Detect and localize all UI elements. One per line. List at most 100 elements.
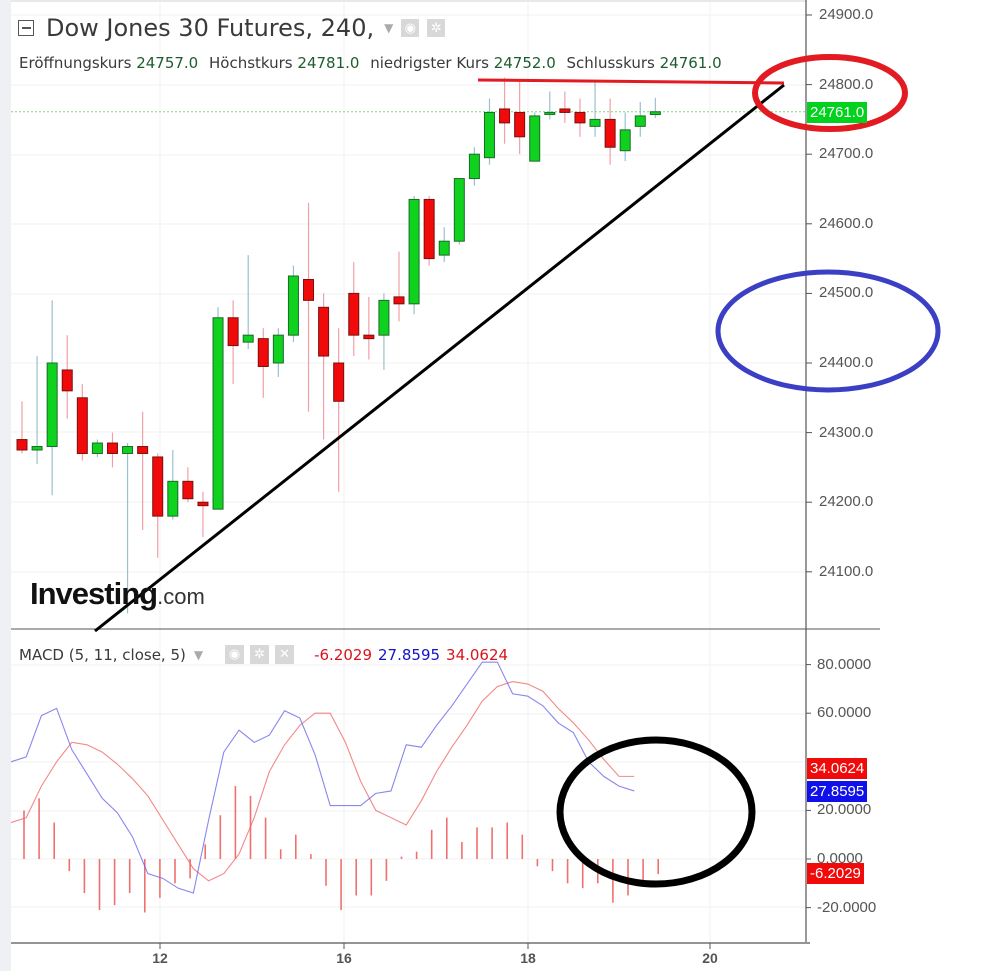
close-value: 24761.0 <box>659 54 722 72</box>
candle <box>453 178 465 242</box>
price-tick-label: 24500.0 <box>819 284 874 302</box>
candle <box>423 198 435 260</box>
gear-icon[interactable]: ✲ <box>250 645 270 664</box>
open-value: 24757.0 <box>136 54 199 72</box>
candle <box>242 334 254 343</box>
candle <box>483 111 495 159</box>
price-tick-label: 24100.0 <box>819 562 874 580</box>
candle <box>468 153 480 180</box>
eye-icon[interactable]: ◉ <box>401 19 420 37</box>
candle <box>529 115 541 162</box>
candle <box>408 198 420 305</box>
candle <box>76 397 88 454</box>
close-label: Schlusskurs <box>566 54 655 72</box>
macd-signal-value: 34.0624 <box>446 645 509 664</box>
candle <box>333 362 345 402</box>
candle <box>604 118 616 148</box>
candle <box>91 442 103 454</box>
chart-title-row: Dow Jones 30 Futures, 240, ▼ ◉ ✲ <box>18 14 446 42</box>
left-toolbar-strip <box>0 0 11 971</box>
candle <box>619 129 631 152</box>
candle <box>152 456 164 517</box>
macd-hist-tag: -6.2029 <box>807 863 864 884</box>
candle <box>589 118 601 127</box>
investing-watermark: Investing.com <box>30 576 205 612</box>
macd-tick-label: -20.0000 <box>817 898 877 916</box>
macd-signal-tag: 34.0624 <box>807 758 868 779</box>
candle <box>559 108 571 113</box>
candle <box>393 296 405 305</box>
candle <box>227 317 239 347</box>
dropdown-chevron-icon[interactable]: ▼ <box>384 21 394 35</box>
candle <box>137 446 149 454</box>
price-tick-label: 24700.0 <box>819 145 874 163</box>
high-label: Höchstkurs <box>209 54 293 72</box>
time-tick-label: 18 <box>520 950 536 966</box>
chart-title: Dow Jones 30 Futures, 240, <box>46 14 375 42</box>
resistance-line <box>477 78 785 85</box>
candle <box>303 278 315 301</box>
macd-line-tag: 27.8595 <box>807 781 868 802</box>
candle <box>272 334 284 364</box>
price-tick-label: 24900.0 <box>819 6 874 23</box>
candle <box>167 480 179 517</box>
candle <box>46 362 58 448</box>
collapse-icon[interactable] <box>18 20 34 36</box>
trendline <box>94 83 785 633</box>
candle <box>31 446 43 451</box>
candle <box>182 480 194 500</box>
candle <box>514 111 526 138</box>
price-tick-label: 24400.0 <box>819 354 874 371</box>
candle <box>649 111 661 116</box>
time-tick-label: 12 <box>152 950 168 966</box>
macd-legend: MACD (5, 11, close, 5) ▼ ◉ ✲ ✕ -6.2029 2… <box>19 645 508 664</box>
low-value: 24752.0 <box>493 54 556 72</box>
candle <box>363 334 375 340</box>
open-label: Eröffnungskurs <box>19 54 132 72</box>
candle <box>348 292 360 336</box>
macd-tick-label: 60.0000 <box>817 704 872 722</box>
blue-ellipse-annotation <box>715 269 941 393</box>
low-label: niedrigster Kurs <box>370 54 489 72</box>
close-icon[interactable]: ✕ <box>275 645 295 664</box>
candle <box>287 275 299 336</box>
macd-tick-label: 80.0000 <box>817 655 872 673</box>
ohlc-legend: Eröffnungskurs 24757.0 Höchstkurs 24781.… <box>19 54 728 72</box>
candle <box>634 115 646 127</box>
macd-tick-label: 0.0000 <box>817 850 863 867</box>
candle <box>499 108 511 124</box>
gear-icon[interactable]: ✲ <box>427 19 446 37</box>
macd-line-value: 27.8595 <box>378 645 441 664</box>
current-price-tag: 24761.0 <box>807 102 868 123</box>
time-tick-label: 16 <box>336 950 352 966</box>
watermark-suffix: .com <box>157 584 205 609</box>
candle <box>318 306 330 357</box>
candle <box>61 369 73 392</box>
candle <box>212 317 224 510</box>
macd-tick-label: 20.0000 <box>817 801 872 819</box>
eye-icon[interactable]: ◉ <box>225 645 245 664</box>
dropdown-chevron-icon[interactable]: ▼ <box>193 647 204 662</box>
high-value: 24781.0 <box>297 54 360 72</box>
price-tick-label: 24200.0 <box>819 493 874 511</box>
time-tick-label: 20 <box>702 950 718 966</box>
red-ellipse-annotation <box>752 54 908 132</box>
watermark-brand: Investing <box>30 576 158 611</box>
macd-line <box>10 661 635 894</box>
candle <box>574 111 586 124</box>
price-tick-label: 24300.0 <box>819 423 874 441</box>
candle <box>378 299 390 336</box>
macd-label: MACD (5, 11, close, 5) <box>19 645 186 664</box>
price-tick-label: 24800.0 <box>819 75 874 93</box>
candle <box>197 501 209 507</box>
candle <box>106 442 118 454</box>
candle <box>544 111 556 115</box>
black-ellipse-annotation <box>556 736 756 888</box>
candle <box>122 446 134 454</box>
candle <box>257 338 269 367</box>
macd-hist-value: -6.2029 <box>314 645 372 664</box>
candle <box>438 240 450 256</box>
top-border <box>11 0 806 2</box>
candle <box>16 439 28 451</box>
